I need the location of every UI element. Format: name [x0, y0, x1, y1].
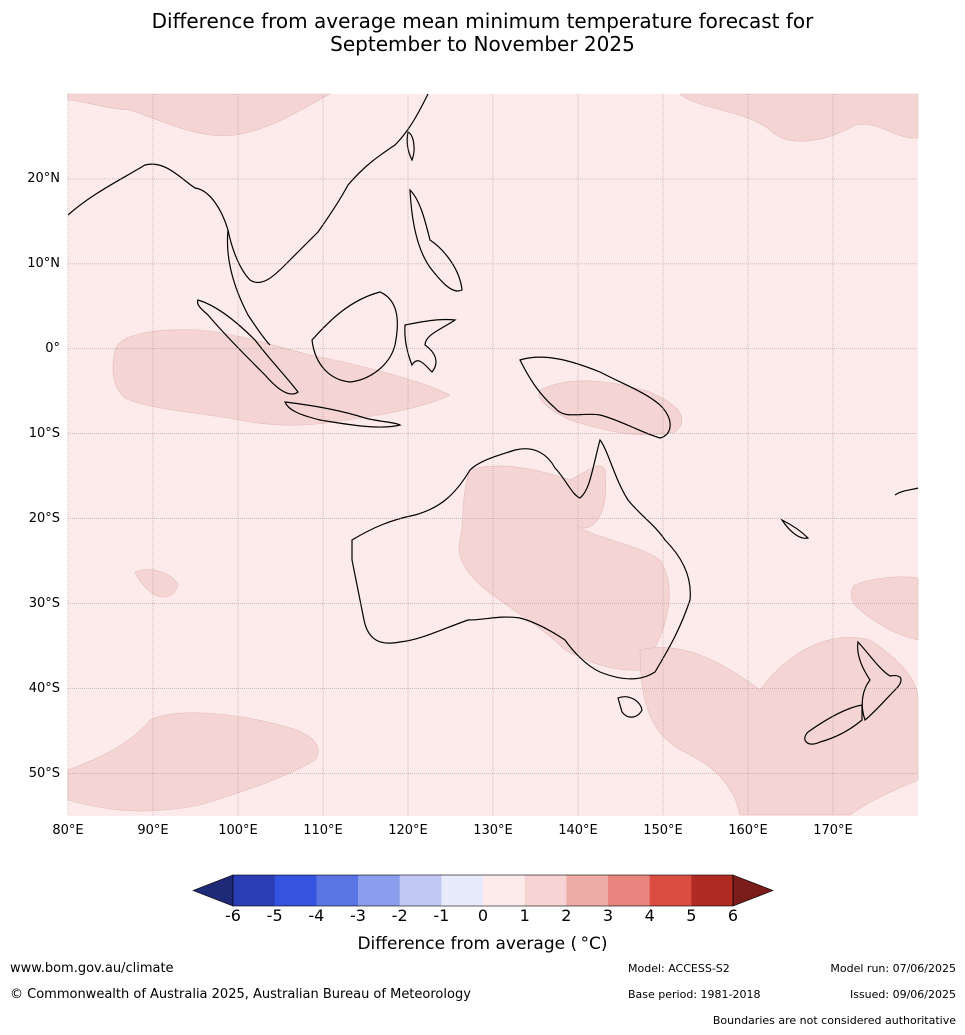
- map-title: Difference from average mean minimum tem…: [0, 10, 965, 56]
- latitude-label: 40°S: [28, 680, 60, 696]
- latitude-label: 0°: [45, 340, 60, 356]
- longitude-label: 140°E: [558, 823, 598, 838]
- longitude-label: 110°E: [303, 823, 343, 838]
- colorbar-label: Difference from average ( °C): [357, 934, 608, 954]
- coast-philippines: [409, 188, 463, 292]
- longitude-label: 120°E: [388, 823, 428, 838]
- anomaly-region-maritime: [538, 380, 683, 436]
- colorbar-segment: [483, 875, 526, 906]
- colorbar-segment: [608, 875, 651, 906]
- anomaly-regions: [67, 93, 919, 816]
- longitude-label: 90°E: [137, 823, 169, 838]
- colorbar-tick-label: 5: [686, 906, 697, 925]
- colorbar-tick-label: -2: [391, 906, 408, 925]
- colorbar-arrow-low: [192, 874, 234, 907]
- model-text: Model: ACCESS-S2: [628, 962, 730, 975]
- longitude-label: 170°E: [813, 823, 853, 838]
- colorbar-arrow-high: [732, 874, 774, 907]
- colorbar-tick-label: -4: [308, 906, 325, 925]
- coastlines: [67, 93, 919, 745]
- anomaly-region-small-indian-ocean: [134, 569, 179, 598]
- latitude-label: 50°S: [28, 765, 60, 781]
- colorbar-segment: [399, 875, 442, 906]
- colorbar-tick-label: -1: [433, 906, 450, 925]
- coast-fiji: [894, 487, 919, 496]
- anomaly-region-east-asia: [67, 93, 331, 137]
- colorbar-segment: [274, 875, 317, 906]
- colorbar-segment: [524, 875, 567, 906]
- anomaly-region-australia: [458, 465, 670, 671]
- latitude-label: 30°S: [28, 595, 60, 611]
- coast-new-zealand-south: [804, 704, 863, 745]
- coast-sumatra: [196, 299, 299, 395]
- issued-text: Issued: 09/06/2025: [849, 988, 956, 1001]
- colorbar-tick-label: -5: [266, 906, 283, 925]
- colorbar-tick-label: 4: [644, 906, 655, 925]
- coast-new-caledonia: [780, 518, 810, 539]
- colorbar-segment: [441, 875, 484, 906]
- colorbar-tick-label: 6: [727, 906, 739, 925]
- colorbar-segment: [316, 875, 359, 906]
- colorbar-tick-label: -3: [350, 906, 366, 925]
- coast-borneo: [311, 291, 398, 383]
- coast-mainland-asia: [67, 93, 429, 284]
- colorbar-segment: [358, 875, 401, 906]
- colorbar-segment: [233, 875, 276, 906]
- latitude-label: 20°N: [27, 170, 60, 186]
- coast-sulawesi: [404, 318, 457, 373]
- coast-new-zealand-north: [857, 640, 902, 722]
- coast-tasmania: [617, 696, 643, 718]
- coast-taiwan: [406, 131, 415, 162]
- base-period-text: Base period: 1981-2018: [628, 988, 761, 1001]
- longitude-label: 80°E: [52, 823, 84, 838]
- site-link[interactable]: www.bom.gov.au/climate: [10, 961, 174, 976]
- anomaly-region-east-pacific: [850, 576, 919, 641]
- colorbar-frame: [232, 874, 734, 907]
- longitude-label: 150°E: [643, 823, 683, 838]
- anomaly-region-southern-ocean-west: [67, 712, 319, 812]
- anomaly-region-indian-ocean-equator: [112, 329, 451, 426]
- title-line-1: Difference from average mean minimum tem…: [151, 9, 814, 33]
- copyright-text: © Commonwealth of Australia 2025, Austra…: [10, 987, 471, 1002]
- latitude-label: 10°N: [27, 255, 60, 271]
- latitude-label: 10°S: [28, 425, 60, 441]
- anomaly-region-north-pacific: [679, 93, 919, 142]
- colorbar-tick-label: 3: [602, 906, 614, 925]
- title-line-2: September to November 2025: [330, 32, 635, 56]
- colorbar-tick-label: 1: [519, 906, 530, 925]
- disclaimer-text: Boundaries are not considered authoritat…: [712, 1014, 956, 1027]
- colorbar-segment: [566, 875, 609, 906]
- longitude-label: 100°E: [218, 823, 258, 838]
- colorbar-tick-label: 2: [561, 906, 572, 925]
- model-run-text: Model run: 07/06/2025: [830, 962, 956, 975]
- graticule: [67, 94, 918, 816]
- coast-java: [284, 401, 402, 428]
- coast-malay-peninsula: [226, 229, 271, 346]
- longitude-label: 130°E: [473, 823, 513, 838]
- coast-new-guinea: [519, 356, 671, 439]
- colorbar-tick-label: -6: [225, 906, 241, 925]
- latitude-label: 20°S: [28, 510, 60, 526]
- colorbar-segment: [649, 875, 692, 906]
- anomaly-region-tasman: [639, 637, 919, 816]
- colorbar-segment: [691, 875, 734, 906]
- coast-australia: [351, 438, 691, 680]
- longitude-label: 160°E: [728, 823, 768, 838]
- colorbar-tick-label: 0: [477, 906, 489, 925]
